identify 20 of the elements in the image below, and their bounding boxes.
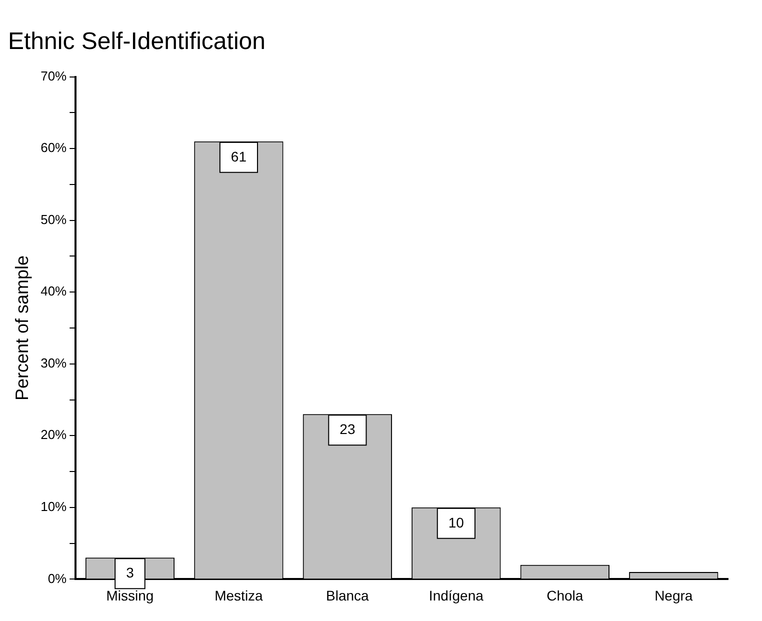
x-tick-label: Indígena <box>428 587 484 604</box>
y-tick-label: 70% <box>40 68 68 84</box>
y-axis-title: Percent of sample <box>12 255 32 401</box>
y-tick-label: 50% <box>40 212 68 227</box>
data-label: 61 <box>230 148 247 164</box>
y-tick-label: 10% <box>40 499 68 514</box>
x-tick-label: Negra <box>654 587 693 604</box>
x-tick-label: Chola <box>546 587 584 604</box>
y-tick-label: 60% <box>40 140 68 156</box>
y-tick-label: 40% <box>40 284 68 299</box>
data-label: 3 <box>126 564 134 581</box>
y-tick-label: 20% <box>40 427 68 442</box>
data-label: 23 <box>340 420 356 437</box>
x-tick-label: Mestiza <box>214 587 264 604</box>
y-tick-label: 30% <box>40 355 68 370</box>
data-label: 10 <box>448 514 464 530</box>
x-tick-label: Blanca <box>326 587 370 604</box>
y-tick-label: 0% <box>48 570 68 586</box>
chart-title: Ethnic Self-Identification <box>8 28 266 56</box>
x-tick-label: Missing <box>106 587 154 604</box>
